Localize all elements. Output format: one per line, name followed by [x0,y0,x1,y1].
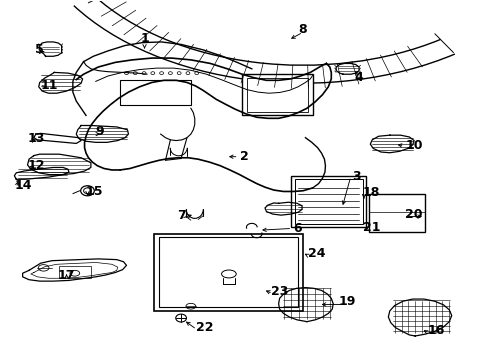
Text: 3: 3 [351,170,360,183]
Text: 14: 14 [14,179,32,192]
Text: 12: 12 [27,159,45,172]
Text: 19: 19 [338,296,355,309]
Text: 21: 21 [362,221,379,234]
Text: 17: 17 [58,269,75,282]
Text: 18: 18 [362,186,379,199]
Text: 2: 2 [239,150,248,163]
Text: 7: 7 [176,210,185,222]
Bar [242,74,312,116]
Bar [154,234,303,311]
Bar [159,237,298,307]
Text: 1: 1 [140,32,149,45]
Text: 23: 23 [271,285,288,298]
Bar [290,176,366,226]
Text: 24: 24 [307,247,325,260]
Bar [368,194,424,232]
Text: 20: 20 [405,208,422,221]
Bar [120,80,190,105]
Text: 11: 11 [41,79,58,92]
Text: 13: 13 [27,132,45,145]
Text: 10: 10 [405,139,422,152]
Text: 16: 16 [427,324,444,337]
Text: 4: 4 [354,71,363,84]
Bar [59,266,91,278]
Text: 6: 6 [293,222,301,235]
Text: 15: 15 [86,185,103,198]
Text: 8: 8 [298,23,306,36]
Bar [294,179,362,224]
Text: 5: 5 [35,42,44,55]
Text: 9: 9 [96,125,104,138]
Bar [246,78,307,112]
Text: 22: 22 [195,320,213,333]
